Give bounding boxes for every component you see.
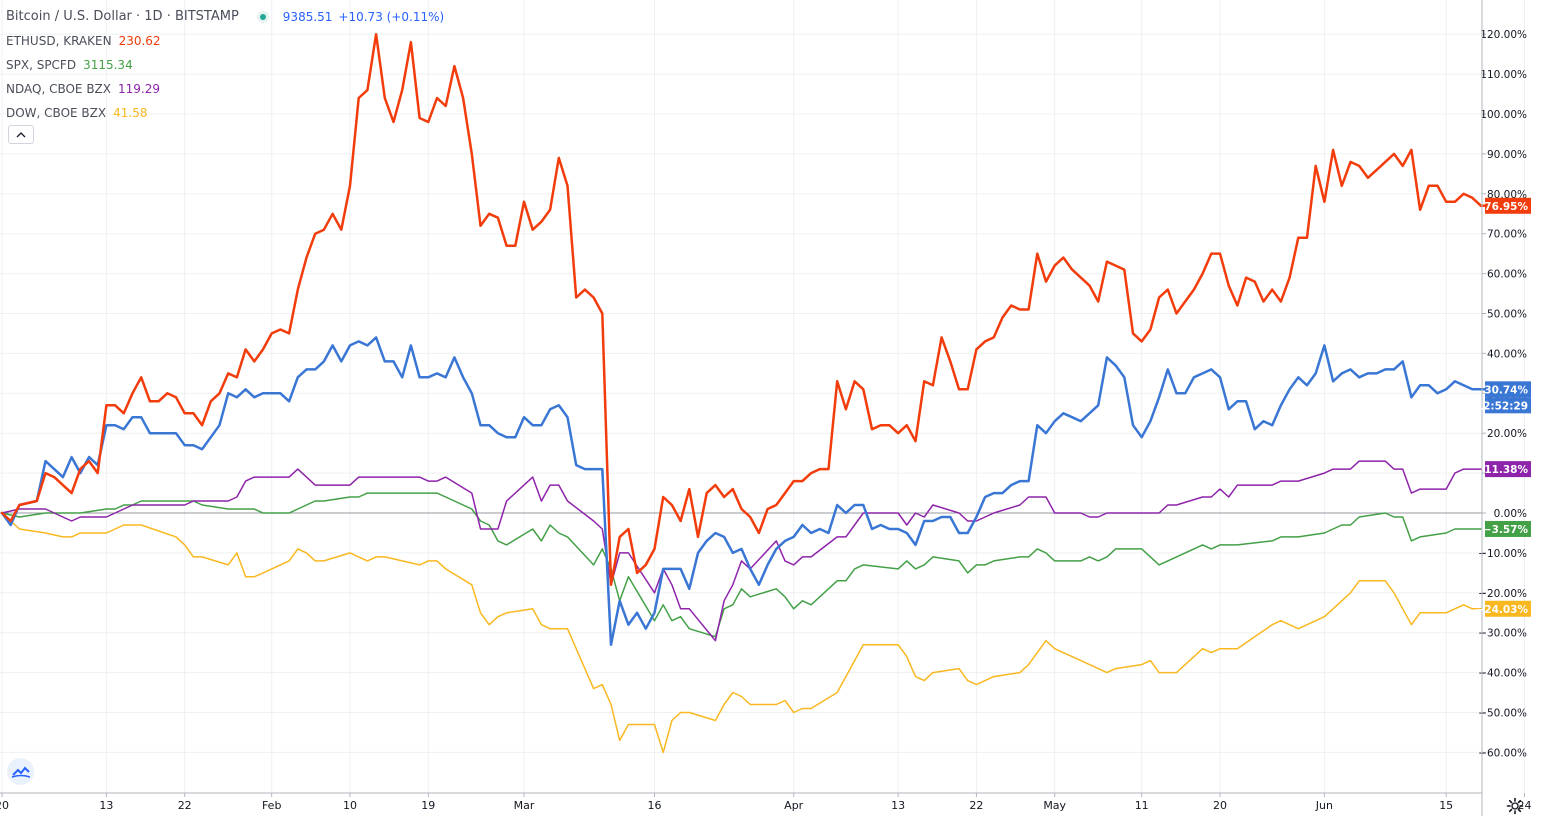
y-tick-label: 60.00% xyxy=(1487,269,1527,281)
x-tick-label: 22 xyxy=(969,799,983,812)
legend-value: 41.58 xyxy=(113,106,148,120)
legend-value: 3115.34 xyxy=(83,58,133,72)
x-tick-label: 19 xyxy=(421,799,435,812)
y-tick-label: 20.00% xyxy=(1487,428,1527,440)
price-tag-dow: −24.03% xyxy=(1475,600,1531,617)
x-tick-label: Jun xyxy=(1315,799,1333,812)
x-tick-label: Feb xyxy=(262,799,281,812)
x-tick-label: 22 xyxy=(178,799,192,812)
legend-row-spx[interactable]: SPX, SPCFD 3115.34 xyxy=(6,53,444,77)
tradingview-logo-icon[interactable] xyxy=(7,758,34,785)
collapse-legend-button[interactable] xyxy=(8,125,34,144)
price-tag-label: −24.03% xyxy=(1475,604,1528,616)
x-tick-label: 15 xyxy=(1439,799,1453,812)
price-tag-countdown: 12:52:29 xyxy=(1476,397,1531,414)
x-tick-label: 13 xyxy=(99,799,113,812)
price-tag-ndaq: 11.38% xyxy=(1484,461,1531,478)
legend-name: SPX, SPCFD xyxy=(6,58,77,72)
y-tick-label: −60.00% xyxy=(1478,747,1527,759)
symbol-title[interactable]: Bitcoin / U.S. Dollar · 1D · BITSTAMP xyxy=(6,9,239,24)
y-tick-label: 120.00% xyxy=(1480,29,1527,41)
series-line-dow[interactable] xyxy=(1,512,1482,754)
x-tick-label: 16 xyxy=(648,799,662,812)
y-tick-label: −10.00% xyxy=(1478,548,1527,560)
price-tag-eth: 76.95% xyxy=(1484,197,1531,214)
y-tick-label: −50.00% xyxy=(1478,708,1527,720)
x-tick-label: 10 xyxy=(343,799,357,812)
price-tag-label: 11.38% xyxy=(1484,464,1528,476)
price-tag-label: 76.95% xyxy=(1484,201,1528,213)
legend-name: ETHUSD, KRAKEN xyxy=(6,34,112,48)
x-tick-label: 11 xyxy=(1135,799,1149,812)
y-tick-label: 70.00% xyxy=(1487,229,1527,241)
y-tick-label: 40.00% xyxy=(1487,348,1527,360)
legend-name: DOW, CBOE BZX xyxy=(6,106,107,120)
series-line-spx[interactable] xyxy=(1,492,1482,638)
legend-name: NDAQ, CBOE BZX xyxy=(6,82,111,96)
y-tick-label: −40.00% xyxy=(1478,668,1527,680)
x-tick-label: Mar xyxy=(514,799,535,812)
y-tick-label: −30.00% xyxy=(1478,628,1527,640)
x-tick-label: May xyxy=(1043,799,1066,812)
price-tag-label: −3.57% xyxy=(1483,524,1529,536)
series-line-ethusd[interactable] xyxy=(0,32,1491,587)
x-tick-label: Apr xyxy=(784,799,804,812)
legend: Bitcoin / U.S. Dollar · 1D · BITSTAMP 93… xyxy=(6,5,444,125)
legend-row-ethusd[interactable]: ETHUSD, KRAKEN 230.62 xyxy=(6,29,444,53)
y-tick-label: 0.00% xyxy=(1494,508,1527,520)
price-tag-spx: −3.57% xyxy=(1483,520,1531,537)
legend-row-dow[interactable]: DOW, CBOE BZX 41.58 xyxy=(6,101,444,125)
series-lines xyxy=(0,32,1491,754)
y-tick-label: 100.00% xyxy=(1480,109,1527,121)
x-tick-label: 24 xyxy=(1518,799,1532,812)
chevron-up-icon xyxy=(16,131,26,137)
market-status-icon xyxy=(256,11,269,23)
series-line-bitcoin[interactable] xyxy=(0,336,1491,646)
legend-value: 119.29 xyxy=(118,82,160,96)
price-tags: 76.95% 30.74% 12:52:29 11.38% −3.57% −24.03% xyxy=(1475,197,1531,617)
price-tag-btc: 30.74% xyxy=(1484,381,1531,398)
y-tick-label: −20.00% xyxy=(1478,588,1527,600)
y-tick-label: 90.00% xyxy=(1487,149,1527,161)
legend-main-row[interactable]: Bitcoin / U.S. Dollar · 1D · BITSTAMP 93… xyxy=(6,5,444,29)
legend-row-ndaq[interactable]: NDAQ, CBOE BZX 119.29 xyxy=(6,77,444,101)
x-tick-label: 20 xyxy=(0,799,9,812)
y-tick-label: 50.00% xyxy=(1487,309,1527,321)
y-tick-label: 110.00% xyxy=(1480,69,1527,81)
x-tick-label: 20 xyxy=(1213,799,1227,812)
legend-value: 230.62 xyxy=(118,34,161,48)
price-tag-label: 30.74% xyxy=(1484,384,1528,396)
x-tick-label: 13 xyxy=(891,799,905,812)
gear-icon[interactable] xyxy=(1506,797,1524,815)
main-change: +10.73 (+0.11%) xyxy=(338,10,445,24)
main-price: 9385.51 xyxy=(282,10,333,24)
price-tag-label: 12:52:29 xyxy=(1476,400,1528,412)
